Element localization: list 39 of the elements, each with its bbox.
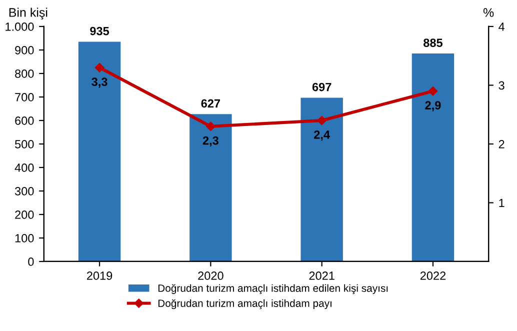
bar — [300, 98, 343, 262]
data-label: 2,3 — [202, 136, 218, 146]
legend-label: Doğrudan turizm amaçlı istihdam edilen kişi sayısı — [158, 284, 388, 294]
x-tick-label: 2022 — [420, 272, 446, 280]
bar — [78, 42, 121, 262]
data-label: 2,4 — [314, 130, 330, 141]
x-tick-label: 2019 — [86, 272, 112, 280]
data-label: 885 — [424, 38, 443, 48]
point — [94, 62, 104, 72]
y-tick-label: 800 — [15, 70, 34, 78]
y-tick-label: 200 — [15, 210, 34, 219]
point — [428, 86, 438, 96]
x-tick-label: 2021 — [309, 272, 334, 280]
y2-tick-label: 4 — [498, 22, 505, 31]
y-tick-label: 600 — [15, 116, 34, 125]
y2-axis-title: % — [483, 8, 494, 17]
y-tick-label: 400 — [14, 164, 34, 172]
y-tick-label: 0 — [28, 258, 34, 266]
bar — [190, 114, 232, 262]
y-tick-label: 700 — [15, 93, 34, 102]
legend-label: Doğrudan turizm amaçlı istihdam payı — [158, 299, 332, 310]
point — [206, 122, 216, 131]
data-label: 3,3 — [92, 78, 108, 88]
data-label: 2,9 — [425, 101, 441, 112]
y-tick-label: 900 — [15, 46, 34, 54]
data-label: 697 — [312, 82, 332, 92]
data-label: 935 — [90, 26, 110, 36]
bar — [412, 54, 454, 262]
y2-tick-label: 3 — [498, 81, 504, 90]
x-tick-label: 2020 — [198, 272, 224, 280]
point — [317, 116, 326, 126]
y-axis-title: Bin kişi — [9, 8, 48, 20]
data-label: 627 — [201, 99, 220, 108]
y2-tick-label: 2 — [498, 140, 504, 148]
y2-tick-label: 1 — [499, 198, 504, 208]
y-tick-label: 1.000 — [6, 22, 34, 31]
y-tick-label: 300 — [14, 187, 34, 196]
y-tick-label: 100 — [15, 234, 34, 242]
y-tick-label: 500 — [15, 140, 34, 148]
